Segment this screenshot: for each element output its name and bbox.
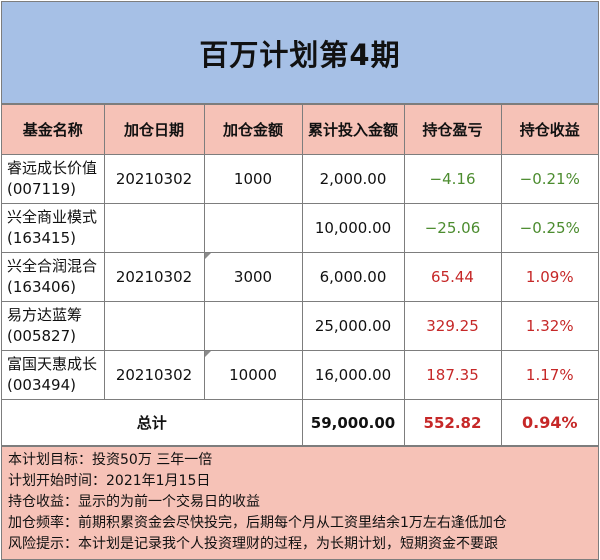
- add-amount-cell: 3000: [203, 252, 303, 302]
- fund-name-cell: 睿远成长价值 (007119): [2, 154, 105, 204]
- add-amount-cell: [203, 301, 303, 351]
- pnl-cell: 187.35: [403, 350, 502, 400]
- table-header-row: 基金名称 加仓日期 加仓金额 累计投入金额 持仓盈亏 持仓收益: [2, 104, 598, 155]
- table-row: 睿远成长价值 (007119) 20210302 1000 2,000.00 −4…: [2, 154, 598, 204]
- fund-code: (003494): [7, 376, 76, 394]
- fund-name-cell: 兴全合润混合 (163406): [2, 252, 105, 302]
- total-yield: 0.94%: [500, 399, 598, 446]
- add-amount-cell: [203, 203, 303, 253]
- total-cumulative: 59,000.00: [301, 399, 405, 446]
- plan-notes: 本计划目标：投资50万 三年一倍 计划开始时间：2021年1月15日 持仓收益：…: [2, 446, 598, 559]
- page-title: 百万计划第4期: [2, 2, 598, 104]
- note-start-date: 计划开始时间：2021年1月15日: [8, 473, 211, 489]
- pnl-cell: −25.06: [403, 203, 502, 253]
- add-date-cell: 20210302: [103, 252, 205, 302]
- table-row: 兴全合润混合 (163406) 20210302 3000 6,000.00 65…: [2, 252, 598, 302]
- yield-cell: 1.09%: [500, 252, 598, 302]
- yield-cell: 1.17%: [500, 350, 598, 400]
- header-yield: 持仓收益: [500, 104, 598, 155]
- note-frequency: 加仓频率：前期积累资金会尽快投完，后期每个月从工资里结余1万左右逢低加仓: [8, 515, 507, 531]
- cumulative-cell: 6,000.00: [301, 252, 405, 302]
- fund-code: (163415): [7, 229, 76, 247]
- fund-name-cell: 兴全商业模式 (163415): [2, 203, 105, 253]
- note-goal: 本计划目标：投资50万 三年一倍: [8, 452, 213, 468]
- add-date-cell: [103, 203, 205, 253]
- cumulative-cell: 25,000.00: [301, 301, 405, 351]
- add-date-cell: 20210302: [103, 350, 205, 400]
- yield-cell: −0.25%: [500, 203, 598, 253]
- header-pnl: 持仓盈亏: [403, 104, 502, 155]
- pnl-cell: −4.16: [403, 154, 502, 204]
- fund-name: 兴全合润混合: [7, 257, 98, 275]
- table-row: 易方达蓝筹 (005827) 25,000.00 329.25 1.32%: [2, 301, 598, 351]
- total-pnl: 552.82: [403, 399, 502, 446]
- table-row: 兴全商业模式 (163415) 10,000.00 −25.06 −0.25%: [2, 203, 598, 253]
- fund-code: (007119): [7, 180, 76, 198]
- fund-code: (005827): [7, 327, 76, 345]
- fund-name: 易方达蓝筹: [7, 306, 83, 324]
- cumulative-cell: 10,000.00: [301, 203, 405, 253]
- header-add-date: 加仓日期: [103, 104, 205, 155]
- cumulative-cell: 16,000.00: [301, 350, 405, 400]
- fund-name: 睿远成长价值: [7, 159, 98, 177]
- table-row: 富国天惠成长 (003494) 20210302 10000 16,000.00 …: [2, 350, 598, 400]
- fund-name: 兴全商业模式: [7, 208, 98, 226]
- holdings-table: 基金名称 加仓日期 加仓金额 累计投入金额 持仓盈亏 持仓收益 睿远成长价值 (0…: [2, 104, 598, 446]
- header-fund-name: 基金名称: [2, 104, 105, 155]
- fund-name-cell: 富国天惠成长 (003494): [2, 350, 105, 400]
- pnl-cell: 65.44: [403, 252, 502, 302]
- add-amount-cell: 1000: [203, 154, 303, 204]
- header-cumulative: 累计投入金额: [301, 104, 405, 155]
- yield-cell: −0.21%: [500, 154, 598, 204]
- total-label: 总计: [2, 399, 303, 446]
- yield-cell: 1.32%: [500, 301, 598, 351]
- note-yield-explain: 持仓收益：显示的为前一个交易日的收益: [8, 494, 260, 510]
- total-row: 总计 59,000.00 552.82 0.94%: [2, 399, 598, 446]
- header-add-amount: 加仓金额: [203, 104, 303, 155]
- fund-name: 富国天惠成长: [7, 355, 98, 373]
- cumulative-cell: 2,000.00: [301, 154, 405, 204]
- pnl-cell: 329.25: [403, 301, 502, 351]
- fund-code: (163406): [7, 278, 76, 296]
- add-date-cell: [103, 301, 205, 351]
- add-date-cell: 20210302: [103, 154, 205, 204]
- add-amount-cell: 10000: [203, 350, 303, 400]
- fund-name-cell: 易方达蓝筹 (005827): [2, 301, 105, 351]
- note-risk: 风险提示：本计划是记录我个人投资理财的过程，为长期计划，短期资金不要跟: [8, 536, 498, 552]
